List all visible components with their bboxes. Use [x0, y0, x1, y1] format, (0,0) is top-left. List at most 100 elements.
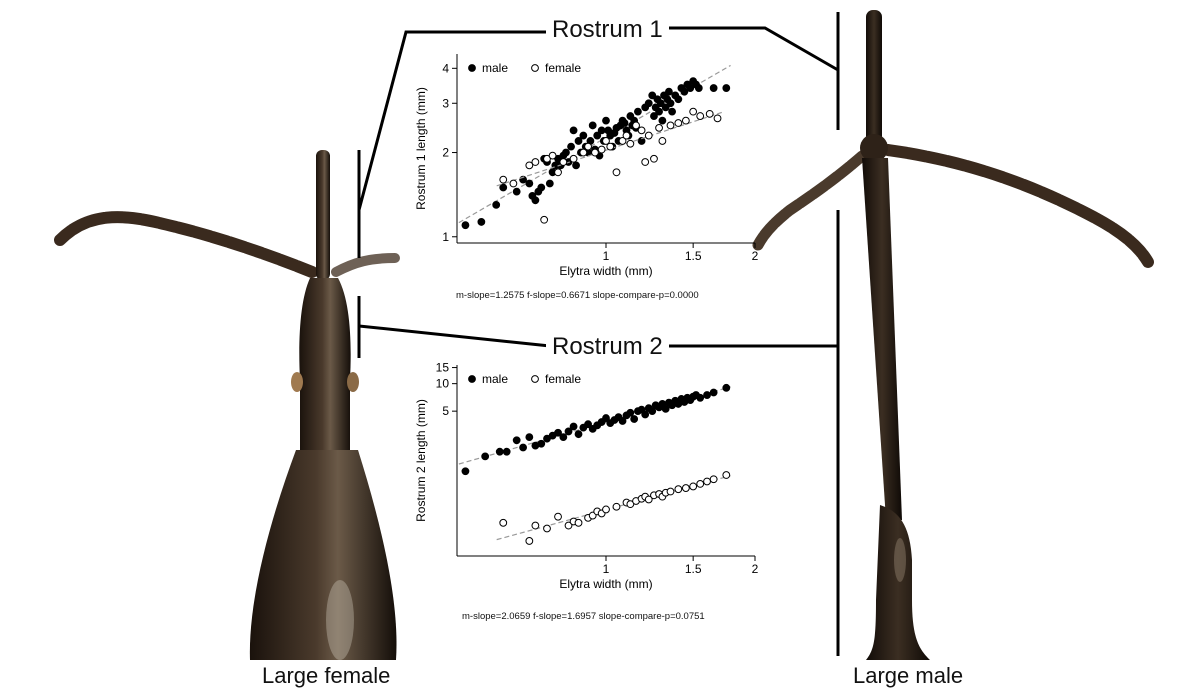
chart1-male-point — [602, 116, 610, 125]
chart1-male-point — [644, 99, 653, 108]
chart2-male-point — [481, 452, 490, 461]
chart2-male-point — [618, 417, 627, 425]
male-right-antenna — [882, 144, 1154, 268]
female-eye — [291, 372, 303, 392]
chart2-female-point — [674, 485, 683, 494]
chart1-female-point — [540, 215, 549, 224]
chart1-x-tick-label: 1 — [603, 249, 610, 263]
female-eye-right — [347, 372, 359, 392]
chart1-female-point — [666, 121, 675, 130]
female-caption: Large female — [262, 663, 391, 688]
chart2-male-point — [696, 393, 705, 402]
chart2-female-point — [564, 521, 573, 530]
chart1-male-point — [569, 126, 578, 135]
chart2-male-point — [630, 415, 639, 423]
chart1-male-point — [499, 183, 508, 192]
chart2-male-point — [626, 408, 635, 417]
chart1-y-tick-label: 2 — [442, 146, 449, 160]
chart1-male-point — [567, 142, 575, 151]
chart2-y-label: Rostrum 2 length (mm) — [414, 399, 428, 522]
chart1-male-point — [674, 95, 683, 104]
chart2-x-label: Elytra width (mm) — [559, 577, 652, 591]
rostrum2-title: Rostrum 2 — [546, 333, 669, 361]
chart2-x-tick-label: 1.5 — [685, 562, 702, 576]
chart1-legend-female-marker — [531, 64, 539, 72]
chart1-male-point — [634, 107, 642, 116]
chart2-female-point — [681, 484, 690, 492]
chart2-x-tick-label: 1 — [603, 562, 610, 576]
male-left-antenna — [752, 150, 868, 251]
chart2-y-tick-label: 5 — [442, 404, 449, 418]
chart2-female-point — [543, 524, 551, 533]
rostrum1-chart: 1 1.5 2 1 2 3 4 Elytra width (mm) Rostrum 1 leng… — [414, 54, 759, 278]
chart1-female-point — [674, 119, 683, 127]
rostrum2-chart: 1 1.5 2 5 10 15 Elytra width (mm) Rostrum 2 len… — [414, 361, 759, 591]
chart1-female-point — [584, 142, 592, 151]
chart1-male-point — [709, 84, 718, 92]
chart1-male-point — [537, 183, 546, 192]
female-thorax — [249, 450, 397, 660]
chart1-female-point — [559, 158, 568, 166]
chart2-y-tick-label: 10 — [436, 377, 450, 391]
chart1-male-point — [722, 84, 731, 92]
chart2-legend-female-label: female — [545, 372, 581, 386]
chart2-female-point — [499, 518, 508, 527]
chart1-female-point — [689, 107, 698, 116]
chart1-female-point — [602, 137, 610, 145]
chart1-male-point — [574, 137, 583, 145]
rostrum2-stats: m-slope=2.0659 f-slope=1.6957 slope-comp… — [462, 611, 705, 622]
chart2-male-point — [461, 467, 470, 476]
rostrum2-connector-left — [358, 324, 551, 348]
chart1-x-label: Elytra width (mm) — [559, 264, 652, 278]
chart1-female-point — [548, 151, 557, 160]
chart1-male-point — [665, 87, 673, 96]
chart1-female-point — [579, 148, 588, 157]
chart1-female-point — [612, 168, 621, 177]
chart1-female-point — [696, 112, 705, 120]
chart2-male-point — [495, 447, 504, 456]
chart2-female-point — [689, 482, 698, 491]
chart2-male-point — [602, 414, 610, 422]
chart1-legend-male-label: male — [482, 61, 508, 75]
female-rostrum — [316, 150, 330, 280]
chart1-male-point — [492, 200, 501, 209]
female-left-antenna — [54, 211, 318, 278]
chart2-female-point — [554, 512, 562, 521]
chart2-y-tick-label: 15 — [436, 361, 450, 375]
chart1-female-point — [525, 161, 534, 170]
chart1-female-point — [591, 148, 599, 157]
chart2-x-tick-label: 2 — [752, 562, 759, 576]
chart1-female-point — [554, 168, 562, 177]
chart2-male-point — [537, 439, 546, 448]
chart1-male-point — [648, 91, 657, 100]
chart1-legend-female-label: female — [545, 61, 581, 75]
rostrum1-connector-left — [357, 30, 546, 211]
chart1-female-point — [569, 154, 578, 163]
chart1-female-point — [618, 137, 627, 145]
chart1-male-point — [588, 121, 597, 130]
chart2-male-point — [512, 436, 521, 445]
chart1-y-tick-label: 3 — [442, 96, 449, 110]
chart1-male-point — [658, 116, 667, 125]
chart1-female-point — [632, 121, 640, 130]
rostrum1-connector-right — [656, 26, 839, 72]
chart1-male-point — [668, 107, 676, 116]
chart1-male-point — [680, 87, 689, 96]
chart1-male-point — [531, 196, 540, 205]
chart1-y-tick-label: 4 — [442, 61, 449, 75]
chart1-female-point — [658, 137, 667, 145]
chart2-female-point — [626, 500, 635, 509]
chart2-male-point — [648, 407, 657, 416]
chart2-female-point — [703, 477, 711, 486]
chart1-legend-male-marker — [468, 64, 476, 72]
chart1-x-tick-label: 1.5 — [685, 249, 702, 263]
chart2-legend-female-marker — [531, 375, 539, 383]
chart1-female-point — [655, 123, 663, 132]
female-head — [299, 278, 351, 450]
male-rostrum-2 — [862, 158, 902, 520]
chart2-female-point — [666, 487, 675, 496]
chart1-female-point — [509, 179, 518, 188]
chart1-y-tick-label: 1 — [442, 230, 449, 244]
chart1-male-point — [525, 179, 534, 188]
